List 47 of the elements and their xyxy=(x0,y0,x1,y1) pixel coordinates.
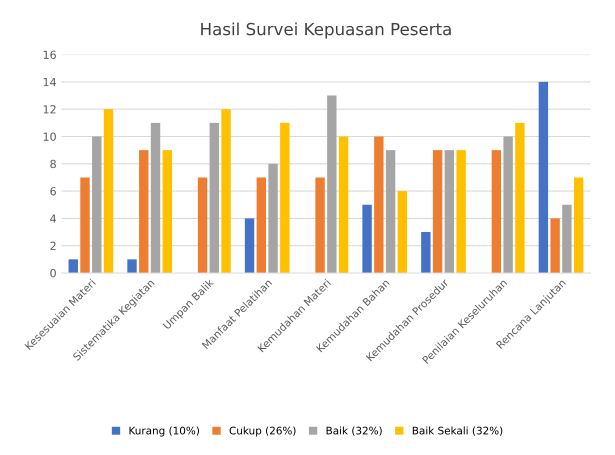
bar xyxy=(221,109,231,273)
bar xyxy=(574,177,584,273)
bar xyxy=(338,136,348,273)
bar xyxy=(256,177,266,273)
y-tick-label: 8 xyxy=(50,160,56,168)
y-tick-label: 4 xyxy=(50,214,56,223)
y-tick-label: 16 xyxy=(44,50,56,59)
bar xyxy=(362,204,372,273)
y-tick-label: 10 xyxy=(44,132,56,141)
bar xyxy=(327,96,337,273)
bar xyxy=(210,122,219,273)
bar xyxy=(315,177,325,273)
legend-label: Kurang (10%) xyxy=(129,426,199,437)
bar xyxy=(550,218,560,273)
bar xyxy=(398,191,408,273)
bar xyxy=(538,82,548,273)
bar xyxy=(80,177,90,273)
bar xyxy=(515,122,525,273)
bar xyxy=(139,150,148,273)
bar xyxy=(244,218,254,273)
bar xyxy=(268,164,278,273)
y-tick-label: 12 xyxy=(44,105,56,114)
legend-label: Cukup (26%) xyxy=(230,426,296,437)
legend-label: Baik Sekali (32%) xyxy=(412,426,502,436)
bar xyxy=(162,150,172,273)
bar xyxy=(432,150,442,273)
bar xyxy=(444,150,454,273)
bar xyxy=(421,232,431,273)
bar xyxy=(198,177,208,273)
bar xyxy=(562,204,572,273)
bar xyxy=(127,259,137,273)
bar xyxy=(104,109,114,273)
bar xyxy=(150,122,160,273)
bar xyxy=(503,136,513,273)
bar xyxy=(374,136,384,273)
chart-title: Hasil Survei Kepuasan Peserta xyxy=(201,22,451,39)
bar xyxy=(456,150,466,273)
bar xyxy=(280,122,290,273)
y-tick-label: 2 xyxy=(50,242,56,250)
bar xyxy=(386,150,396,273)
legend-label: Baik (32%) xyxy=(326,426,382,436)
bar xyxy=(68,259,78,273)
bar xyxy=(92,136,102,273)
y-tick-label: 0 xyxy=(50,268,56,278)
y-tick-label: 14 xyxy=(44,78,56,86)
y-tick-label: 6 xyxy=(50,187,56,196)
bar xyxy=(492,150,502,273)
